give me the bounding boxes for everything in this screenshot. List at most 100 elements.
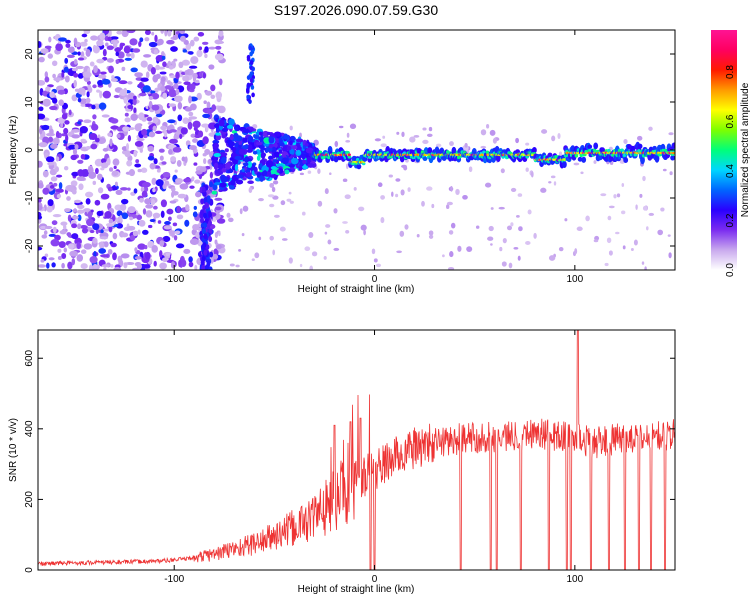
spectral-cell — [338, 125, 344, 129]
spectral-cell — [72, 148, 78, 155]
spectral-cell — [138, 112, 145, 121]
spectral-cell — [77, 121, 82, 125]
spectral-cell — [155, 179, 164, 187]
spectral-cell — [125, 143, 130, 151]
spectral-cell — [288, 164, 296, 168]
spectral-cell — [296, 149, 301, 155]
spectral-cell — [48, 36, 52, 43]
spectrogram-y-label: Frequency (Hz) — [8, 116, 19, 185]
spectral-cell — [305, 147, 314, 154]
spectral-cell — [551, 135, 556, 142]
spectral-cell — [395, 193, 399, 198]
spectral-cell — [168, 149, 173, 155]
spectral-cell — [44, 45, 52, 49]
spectral-cell — [92, 223, 100, 231]
spectral-cell — [644, 266, 647, 270]
spectral-cell — [122, 126, 130, 132]
spectral-cell — [525, 142, 530, 146]
spectral-cell — [218, 78, 223, 86]
spectral-cell — [191, 176, 195, 181]
spectral-cell — [200, 244, 205, 251]
spectral-cell — [580, 171, 584, 175]
spectral-cell — [462, 194, 468, 200]
y-tick-label: 20 — [24, 48, 35, 60]
spectral-cell — [123, 45, 131, 54]
colorbar-tick-label: 0.0 — [725, 263, 736, 277]
spectral-cell — [255, 141, 263, 146]
spectral-cell — [642, 175, 646, 182]
spectral-cell — [229, 133, 234, 141]
spectral-cell — [525, 167, 529, 172]
spectral-cell — [144, 37, 150, 42]
spectral-cell — [577, 156, 583, 162]
spectral-cell — [302, 159, 307, 165]
spectral-cell — [457, 245, 462, 252]
spectral-cell — [49, 105, 58, 111]
spectral-cell — [639, 193, 643, 198]
spectral-cell — [63, 127, 69, 135]
spectral-cell — [148, 131, 156, 138]
spectral-cell — [140, 167, 148, 173]
spectral-cell — [93, 250, 97, 258]
spectral-cell — [57, 255, 62, 261]
spectral-cell — [44, 76, 50, 83]
spectral-cell — [215, 134, 222, 141]
spectral-cell — [101, 264, 110, 268]
spectral-cell — [105, 42, 109, 47]
spectral-cell — [301, 211, 306, 216]
spectral-cell — [116, 133, 121, 139]
spectral-cell — [148, 41, 158, 48]
snr-y-ticks: 0 200 400 600 — [24, 349, 675, 573]
spectral-cell — [45, 225, 53, 230]
spectral-cell — [206, 101, 211, 109]
spectral-cell — [157, 66, 166, 70]
spectral-cell — [623, 157, 629, 164]
spectral-cell — [55, 156, 60, 162]
spectral-cell — [126, 225, 136, 231]
spectral-cell — [134, 140, 144, 147]
spectral-cell — [621, 210, 626, 215]
spectral-cell — [85, 97, 91, 104]
spectral-cell — [204, 46, 209, 53]
spectral-cell — [396, 250, 402, 254]
colorbar-gradient — [711, 30, 737, 270]
spectral-cell — [51, 262, 56, 268]
spectral-cell — [203, 158, 207, 165]
spectral-cell — [202, 113, 211, 119]
colorbar-tick-label: 0.4 — [725, 164, 736, 178]
spectral-cell — [57, 37, 67, 42]
spectral-cell — [101, 162, 109, 169]
spectral-cell — [77, 223, 82, 230]
spectral-cell — [210, 84, 216, 92]
spectral-cell — [525, 241, 531, 245]
spectral-cell — [246, 75, 251, 80]
spectral-cell — [80, 103, 86, 107]
snr-y-label: SNR (10 * v/v) — [8, 418, 19, 482]
spectral-cell — [574, 153, 579, 158]
x-tick-label: 100 — [566, 274, 583, 285]
spectral-cell — [114, 47, 122, 53]
spectral-cell — [200, 198, 205, 205]
spectral-cell — [159, 240, 165, 247]
spectral-cell — [355, 157, 360, 162]
spectral-cell — [155, 113, 163, 118]
spectral-cell — [142, 229, 149, 235]
spectral-cell — [189, 103, 197, 111]
spectral-cell — [79, 41, 88, 47]
spectral-cell — [466, 246, 473, 252]
spectral-cell — [188, 256, 193, 263]
spectral-cell — [123, 97, 128, 104]
spectral-cell — [247, 161, 253, 169]
spectral-cell — [53, 137, 60, 145]
spectral-cell — [63, 165, 69, 171]
spectral-cell — [241, 144, 249, 150]
spectral-cell — [247, 180, 254, 184]
spectral-cell — [212, 139, 220, 144]
spectral-cell — [112, 158, 120, 166]
spectral-cell — [194, 191, 202, 198]
spectral-cell — [116, 210, 123, 217]
spectral-cell — [184, 107, 193, 112]
spectral-cell — [65, 39, 71, 44]
spectral-cell — [192, 72, 198, 79]
spectral-cell — [362, 156, 368, 162]
